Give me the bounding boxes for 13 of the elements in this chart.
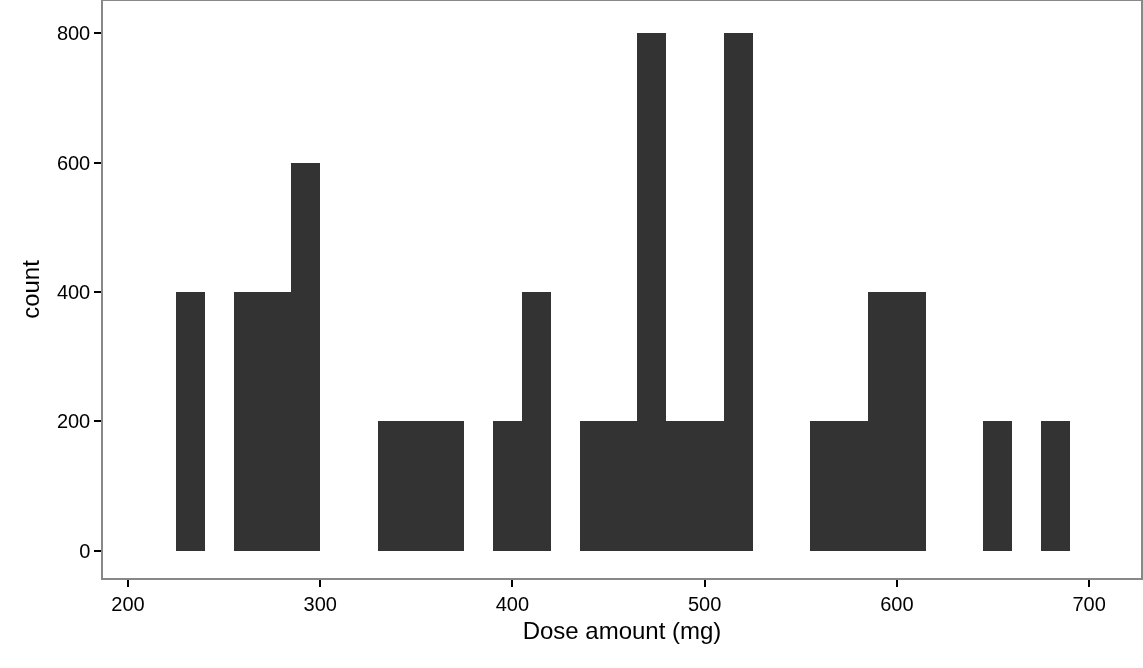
y-tick-label: 0 xyxy=(79,539,91,562)
y-tick-label: 800 xyxy=(56,22,91,45)
y-tick-label: 600 xyxy=(56,151,91,174)
x-tick-label: 200 xyxy=(111,592,145,615)
x-tick-label: 300 xyxy=(303,592,337,615)
x-tick-label: 400 xyxy=(495,592,530,615)
y-axis-title: count xyxy=(17,259,45,319)
x-tick-label: 700 xyxy=(1072,592,1106,615)
x-tick-label: 500 xyxy=(687,592,722,615)
x-tick-label: 600 xyxy=(880,592,914,615)
x-axis-title: Dose amount (mg) xyxy=(522,616,722,644)
y-tick-label: 200 xyxy=(56,410,91,433)
y-tick-label: 400 xyxy=(56,281,91,304)
